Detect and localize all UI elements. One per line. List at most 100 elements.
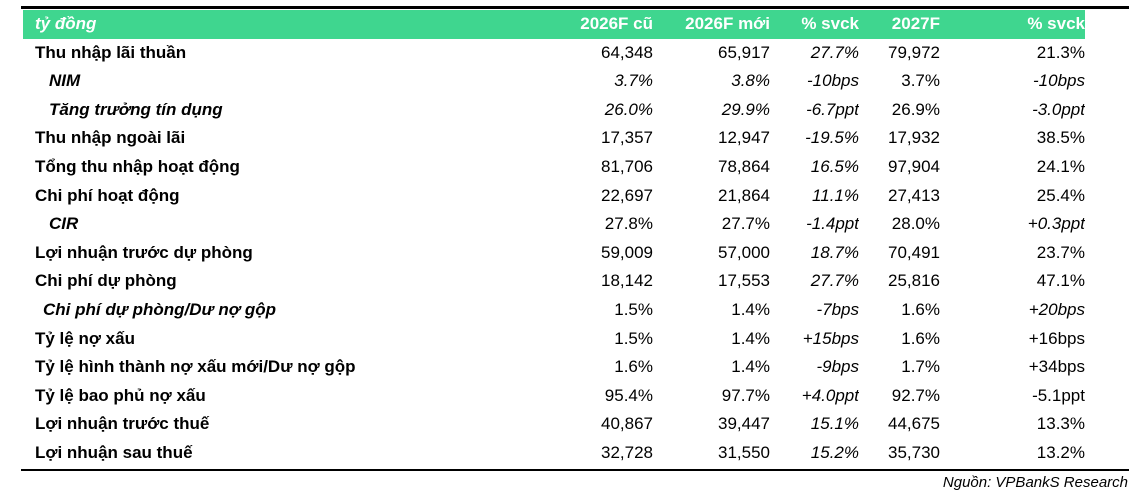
table-row: Chi phí dự phòng/Dư nợ gộp 1.5% 1.4% -7bps 1… [23,296,1085,325]
table-row: Chi phí dự phòng 18,142 17,553 27.7% 25,816 4… [23,267,1085,296]
source-note: Nguồn: VPBankS Research [942,474,1128,491]
row-value: 78,864 [718,156,770,176]
row-value: 27.8% [604,214,653,234]
row-value: 1.5% [614,299,653,319]
table-row: Tỷ lệ nợ xấu 1.5% 1.4% +15bps 1.6% +16bps [23,325,1085,354]
row-label: Chi phí hoạt động [35,185,180,205]
row-value: 65,917 [718,42,770,62]
top-rule [21,6,1129,9]
row-value: 59,009 [601,242,653,262]
header-2026f-new: 2026F mới [653,10,770,39]
table-row: Thu nhập ngoài lãi 17,357 12,947 -19.5% 17,9… [23,124,1085,153]
row-value: +4.0ppt [801,385,859,405]
row-value: 39,447 [718,414,770,434]
row-value: 1.6% [901,328,940,348]
row-value: 15.2% [810,442,859,462]
row-label: Chi phí dự phòng [35,271,177,291]
table-header-row: tỷ đồng 2026F cũ 2026F mới % svck 2027F … [23,10,1085,39]
bottom-rule [21,469,1129,471]
row-value: 79,972 [888,42,940,62]
header-2027f: 2027F [859,10,940,39]
row-value: +16bps [1028,328,1085,348]
row-value: 12,947 [718,128,770,148]
row-value: 17,357 [601,128,653,148]
row-value: -19.5% [805,128,859,148]
row-value: 70,491 [888,242,940,262]
row-value: 26.0% [604,99,653,119]
row-value: 92.7% [891,385,940,405]
row-value: 97.7% [721,385,770,405]
table-row: Tỷ lệ bao phủ nợ xấu 95.4% 97.7% +4.0ppt 92.… [23,382,1085,411]
row-value: 24.1% [1036,156,1085,176]
row-label: Tăng trưởng tín dụng [49,99,223,119]
table-row: Thu nhập lãi thuần 64,348 65,917 27.7% 79,97… [23,39,1085,68]
row-value: 28.0% [891,214,940,234]
row-value: 1.4% [731,328,770,348]
row-label: Tỷ lệ hình thành nợ xấu mới/Dư nợ gộp [35,357,356,377]
row-value: 95.4% [604,385,653,405]
row-value: -3.0ppt [1032,99,1085,119]
row-label: Tỷ lệ nợ xấu [35,328,135,348]
table-row: Lợi nhuận trước thuế 40,867 39,447 15.1% 44,… [23,410,1085,439]
row-value: 27,413 [888,185,940,205]
header-unit: tỷ đồng [23,10,549,39]
row-label: NIM [49,71,81,91]
row-value: -10bps [807,71,859,91]
row-value: -5.1ppt [1032,385,1085,405]
row-value: 13.2% [1036,442,1085,462]
table-row: Chi phí hoạt động 22,697 21,864 11.1% 27,413… [23,182,1085,211]
row-value: 27.7% [810,271,859,291]
financial-forecast-table: tỷ đồng 2026F cũ 2026F mới % svck 2027F … [23,10,1085,468]
row-label: CIR [49,214,79,234]
row-label: Tỷ lệ bao phủ nợ xấu [35,385,206,405]
row-label: Lợi nhuận trước dự phòng [35,242,253,262]
row-value: 21,864 [718,185,770,205]
row-value: 11.1% [812,185,859,205]
row-label: Lợi nhuận trước thuế [35,414,210,434]
row-value: 16.5% [810,156,859,176]
row-value: 35,730 [888,442,940,462]
row-value: 17,932 [888,128,940,148]
row-value: +34bps [1028,357,1085,377]
row-value: 18,142 [601,271,653,291]
row-value: 31,550 [718,442,770,462]
row-value: 21.3% [1036,42,1085,62]
row-value: 64,348 [601,42,653,62]
table-row: Tăng trưởng tín dụng 26.0% 29.9% -6.7ppt 26.… [23,96,1085,125]
row-value: 81,706 [601,156,653,176]
row-value: 25.4% [1036,185,1085,205]
row-value: 47.1% [1036,271,1085,291]
row-value: 22,697 [601,185,653,205]
table-row: Lợi nhuận trước dự phòng 59,009 57,000 18.7… [23,239,1085,268]
row-label: Thu nhập lãi thuần [35,42,187,62]
row-value: +0.3ppt [1027,214,1085,234]
row-value: +20bps [1028,299,1085,319]
row-value: 1.6% [901,299,940,319]
row-value: 13.3% [1036,414,1085,434]
row-value: 3.7% [901,71,940,91]
row-value: 29.9% [721,99,770,119]
row-value: 32,728 [601,442,653,462]
row-value: 44,675 [888,414,940,434]
row-value: 23.7% [1036,242,1085,262]
row-value: 1.4% [731,357,770,377]
row-value: 15.1% [810,414,859,434]
row-value: -7bps [816,299,859,319]
table-row: CIR 27.8% 27.7% -1.4ppt 28.0% +0.3ppt [23,210,1085,239]
row-value: 1.6% [614,357,653,377]
header-2026f-old: 2026F cũ [549,10,653,39]
row-value: 3.7% [614,71,653,91]
row-value: 1.4% [731,299,770,319]
table-row: NIM 3.7% 3.8% -10bps 3.7% -10bps [23,67,1085,96]
row-value: 1.7% [901,357,940,377]
row-value: 18.7% [810,242,859,262]
table-row: Lợi nhuận sau thuế 32,728 31,550 15.2% 35,73… [23,439,1085,468]
row-value: 27.7% [721,214,770,234]
row-value: 27.7% [810,42,859,62]
table-row: Tỷ lệ hình thành nợ xấu mới/Dư nợ gộp 1.6… [23,353,1085,382]
row-value: 17,553 [718,271,770,291]
header-yoy-2026: % svck [770,10,859,39]
row-value: +15bps [802,328,859,348]
row-value: 25,816 [888,271,940,291]
row-value: 57,000 [718,242,770,262]
